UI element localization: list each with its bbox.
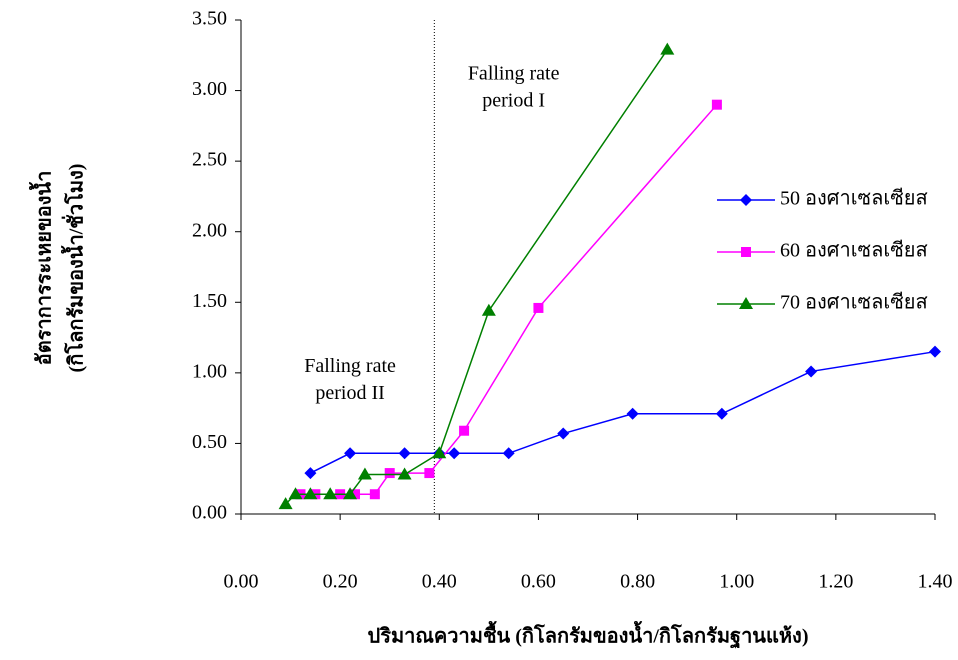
y-tick-label: 3.50 — [192, 8, 227, 30]
y-tick-label: 3.00 — [192, 78, 227, 100]
x-tick-label: 1.00 — [719, 571, 754, 593]
marker — [805, 365, 817, 377]
marker — [424, 468, 434, 478]
x-axis-label: ปริมาณความชื้น (กิโลกรัมของน้ำ/กิโลกรัมฐ… — [368, 621, 809, 650]
y-tick-label: 1.50 — [192, 290, 227, 312]
annotation: Falling rate — [468, 63, 560, 85]
marker — [712, 100, 722, 110]
series-line — [300, 105, 716, 495]
marker — [358, 467, 372, 479]
x-tick-label: 0.40 — [422, 571, 457, 593]
y-tick-label: 1.00 — [192, 360, 227, 382]
marker — [741, 247, 751, 257]
y-axis-label: (กิโลกรัมของน้ำ/ชั่วโมง) — [61, 164, 88, 373]
x-tick-label: 0.00 — [224, 571, 259, 593]
marker — [482, 304, 496, 316]
marker — [716, 408, 728, 420]
legend-label: 70 องศาเซลเซียส — [780, 292, 928, 314]
marker — [459, 426, 469, 436]
legend-label: 60 องศาเซลเซียส — [780, 240, 928, 262]
x-tick-label: 0.20 — [323, 571, 358, 593]
marker — [304, 467, 316, 479]
marker — [385, 468, 395, 478]
marker — [660, 43, 674, 55]
y-tick-label: 0.00 — [192, 502, 227, 524]
series-line — [286, 50, 668, 504]
chart: 0.00 0.50 1.00 1.50 2.00 2.50 3.00 3.50 0.00 0.20… — [0, 0, 958, 655]
x-tick-label: 0.60 — [521, 571, 556, 593]
x-tick-label: 1.40 — [918, 571, 953, 593]
marker — [370, 489, 380, 499]
annotation: period II — [315, 382, 384, 404]
marker — [740, 194, 752, 206]
marker — [929, 346, 941, 358]
y-axis-label: อัตราการระเหยของน้ำ — [29, 171, 56, 366]
annotation: Falling rate — [304, 355, 396, 377]
y-tick-label: 2.50 — [192, 149, 227, 171]
marker — [503, 447, 515, 459]
annotation: period I — [482, 90, 545, 112]
marker — [627, 408, 639, 420]
marker — [557, 428, 569, 440]
x-tick-label: 0.80 — [620, 571, 655, 593]
x-tick-label: 1.20 — [818, 571, 853, 593]
marker — [344, 447, 356, 459]
marker — [323, 487, 337, 499]
marker — [399, 447, 411, 459]
y-tick-label: 2.00 — [192, 219, 227, 241]
legend-label: 50 องศาเซลเซียส — [780, 188, 928, 210]
y-tick-label: 0.50 — [192, 431, 227, 453]
marker — [739, 297, 753, 309]
marker — [533, 303, 543, 313]
